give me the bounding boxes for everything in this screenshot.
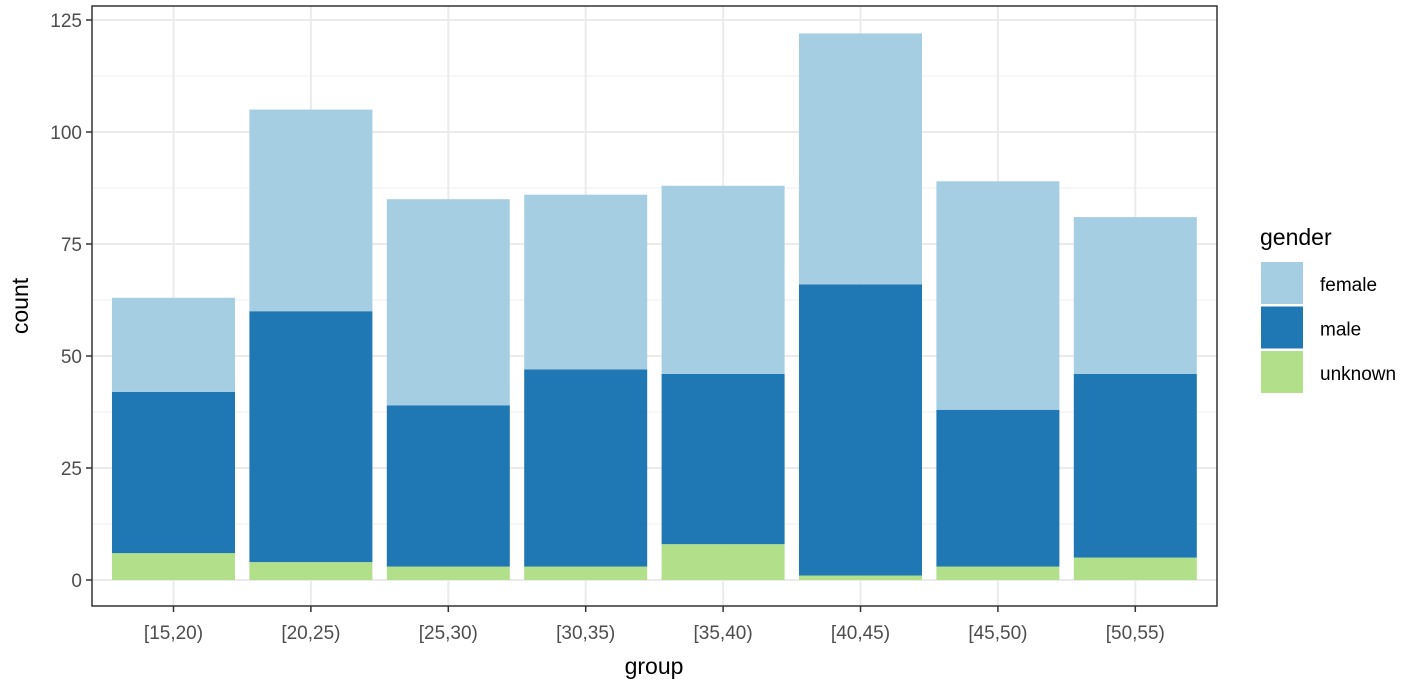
y-tick-label: 125 (50, 11, 82, 32)
x-tick-label: [50,55) (1106, 623, 1165, 644)
legend-label-unknown: unknown (1320, 364, 1396, 385)
bar-segment-male (661, 373, 785, 545)
x-tick-label: [15,20) (144, 623, 203, 644)
bar-segment-female (936, 181, 1060, 410)
bar-segment-female (799, 33, 922, 285)
bar-segment-unknown (936, 566, 1060, 580)
legend-swatch-male (1261, 306, 1303, 349)
bar-segment-male (524, 369, 648, 567)
bar-segment-male (1073, 373, 1197, 558)
bar-segment-male (799, 284, 922, 576)
y-tick-label: 25 (61, 459, 82, 480)
x-axis-title: group (625, 653, 684, 679)
legend-label-male: male (1320, 320, 1361, 341)
bar-segment-unknown (524, 566, 648, 580)
x-axis: [15,20) [20,25) [25,30) [30,35) [35,40) [40,4… (144, 606, 1165, 644)
bar-segment-male (386, 405, 510, 567)
bar-segment-female (386, 199, 510, 406)
legend-swatch-unknown (1261, 351, 1303, 393)
bar-segment-female (249, 109, 373, 312)
y-tick-label: 75 (61, 235, 82, 256)
legend-title: gender (1260, 224, 1332, 250)
bar-segment-unknown (1073, 557, 1197, 580)
bar-segment-male (112, 391, 235, 554)
bar-segment-unknown (661, 544, 785, 580)
bar-segment-female (112, 297, 235, 392)
legend-swatch-female (1261, 262, 1303, 304)
bar-segment-unknown (799, 575, 922, 580)
y-tick-label: 0 (71, 571, 82, 592)
bar-segment-male (249, 311, 373, 563)
legend: gender female male unknown (1260, 224, 1396, 393)
y-axis: 0 25 50 75 100 125 (50, 11, 92, 592)
bar-segment-female (524, 194, 648, 370)
x-tick-label: [30,35) (556, 623, 615, 644)
bars (112, 33, 1197, 580)
x-tick-label: [25,30) (419, 623, 478, 644)
bar-segment-unknown (112, 553, 235, 580)
plot-panel-border (91, 5, 1218, 607)
bar-segment-male (936, 409, 1060, 567)
y-axis-title: count (7, 277, 33, 334)
x-tick-label: [45,50) (968, 623, 1027, 644)
x-tick-label: [35,40) (694, 623, 753, 644)
y-tick-label: 50 (61, 347, 82, 368)
legend-label-female: female (1320, 275, 1377, 296)
bar-segment-unknown (386, 566, 510, 580)
y-tick-label: 100 (50, 123, 82, 144)
x-tick-label: [20,25) (281, 623, 340, 644)
bar-segment-unknown (249, 562, 373, 580)
x-tick-label: [40,45) (831, 623, 890, 644)
bar-segment-female (1073, 217, 1197, 374)
bar-segment-female (661, 185, 785, 374)
